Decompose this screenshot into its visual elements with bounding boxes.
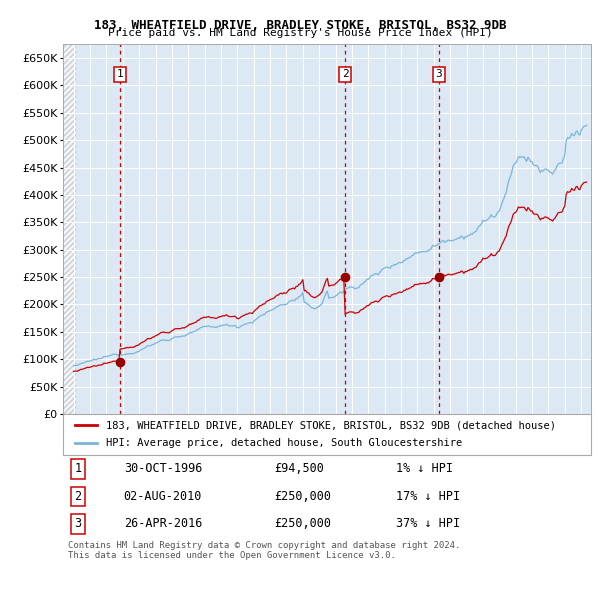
Text: Price paid vs. HM Land Registry's House Price Index (HPI): Price paid vs. HM Land Registry's House … [107, 28, 493, 38]
Text: 183, WHEATFIELD DRIVE, BRADLEY STOKE, BRISTOL, BS32 9DB: 183, WHEATFIELD DRIVE, BRADLEY STOKE, BR… [94, 19, 506, 32]
Text: £250,000: £250,000 [274, 517, 331, 530]
Text: 1% ↓ HPI: 1% ↓ HPI [395, 462, 452, 476]
Text: 26-APR-2016: 26-APR-2016 [124, 517, 202, 530]
Text: 2: 2 [74, 490, 82, 503]
Text: 183, WHEATFIELD DRIVE, BRADLEY STOKE, BRISTOL, BS32 9DB (detached house): 183, WHEATFIELD DRIVE, BRADLEY STOKE, BR… [106, 421, 556, 430]
Text: 3: 3 [436, 70, 442, 80]
Text: 1: 1 [116, 70, 124, 80]
Text: 2: 2 [342, 70, 349, 80]
Text: £94,500: £94,500 [274, 462, 324, 476]
Text: 3: 3 [74, 517, 82, 530]
Text: HPI: Average price, detached house, South Gloucestershire: HPI: Average price, detached house, Sout… [106, 438, 463, 448]
Text: 02-AUG-2010: 02-AUG-2010 [124, 490, 202, 503]
Text: £250,000: £250,000 [274, 490, 331, 503]
Text: 17% ↓ HPI: 17% ↓ HPI [395, 490, 460, 503]
Text: Contains HM Land Registry data © Crown copyright and database right 2024.
This d: Contains HM Land Registry data © Crown c… [68, 540, 461, 560]
Text: 30-OCT-1996: 30-OCT-1996 [124, 462, 202, 476]
Text: 1: 1 [74, 462, 82, 476]
Text: 37% ↓ HPI: 37% ↓ HPI [395, 517, 460, 530]
